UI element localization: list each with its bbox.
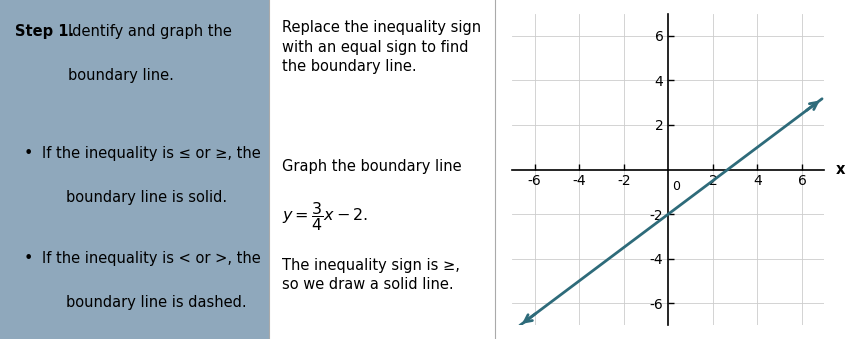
Text: The inequality sign is ≥,
so we draw a solid line.: The inequality sign is ≥, so we draw a s… [282,258,459,292]
Text: Graph the boundary line: Graph the boundary line [282,159,461,174]
Text: Step 1.: Step 1. [15,24,74,39]
Text: •: • [24,251,33,266]
Text: •: • [24,146,33,161]
Text: $y = \dfrac{3}{4}x - 2.$: $y = \dfrac{3}{4}x - 2.$ [282,200,368,233]
Text: Replace the inequality sign
with an equal sign to find
the boundary line.: Replace the inequality sign with an equa… [282,20,481,74]
Text: 0: 0 [673,180,680,193]
Text: If the inequality is < or >, the: If the inequality is < or >, the [42,251,261,266]
Text: If the inequality is ≤ or ≥, the: If the inequality is ≤ or ≥, the [42,146,261,161]
Text: boundary line is solid.: boundary line is solid. [66,190,227,205]
Text: Identify and graph the: Identify and graph the [68,24,232,39]
Text: boundary line is dashed.: boundary line is dashed. [66,295,247,310]
Text: boundary line.: boundary line. [68,68,173,83]
Text: x: x [835,162,845,177]
